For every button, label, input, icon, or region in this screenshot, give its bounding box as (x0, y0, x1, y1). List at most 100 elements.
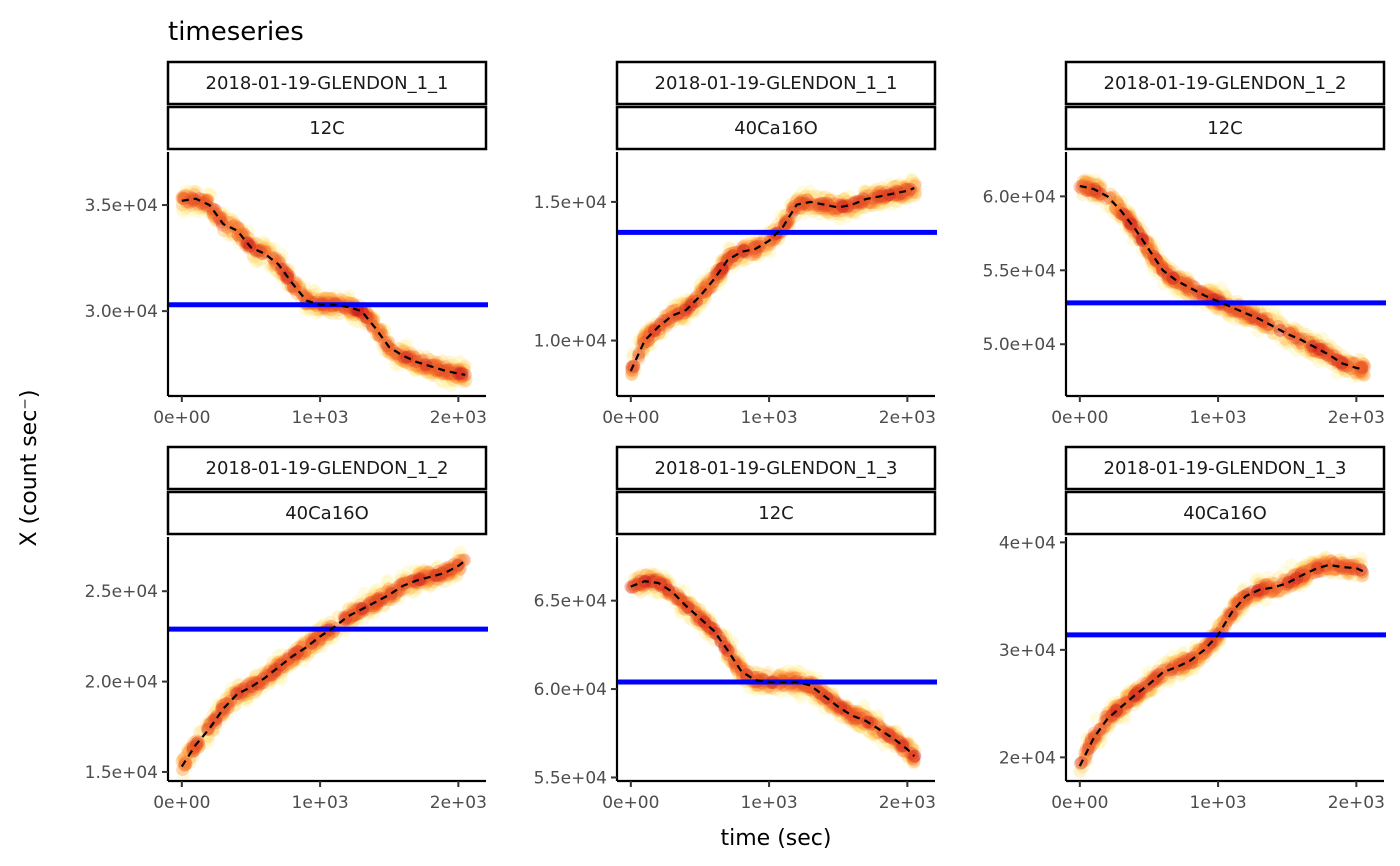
data-point (422, 566, 436, 580)
data-point (1267, 327, 1280, 341)
data-point (1079, 754, 1093, 768)
data-point (693, 607, 707, 620)
data-point (1136, 231, 1150, 245)
data-point (847, 704, 861, 718)
data-point (392, 592, 406, 606)
data-point (1318, 555, 1332, 569)
data-point (1127, 698, 1141, 712)
data-point (700, 278, 714, 291)
data-point (373, 323, 387, 337)
data-point (850, 719, 864, 732)
data-point (698, 626, 712, 640)
data-point (273, 265, 287, 279)
data-point (736, 254, 750, 268)
data-point (435, 354, 449, 368)
data-point (1181, 283, 1195, 297)
data-point (1111, 198, 1125, 212)
data-point (858, 716, 872, 730)
data-point (1332, 554, 1346, 568)
data-point (206, 707, 220, 721)
data-point (783, 199, 797, 213)
data-point (252, 678, 266, 692)
data-point (217, 224, 230, 237)
data-point (726, 260, 740, 274)
data-point (1094, 733, 1108, 747)
data-point (815, 683, 828, 697)
data-point (693, 613, 707, 627)
data-point (1290, 574, 1304, 588)
data-point (800, 193, 814, 207)
data-point (428, 361, 442, 375)
data-point (1200, 643, 1214, 657)
data-point (894, 186, 908, 200)
data-point (1357, 368, 1371, 382)
data-point (1217, 303, 1231, 317)
data-point (1133, 688, 1147, 702)
data-point (1321, 346, 1335, 360)
data-point (422, 565, 436, 579)
data-point (1094, 179, 1108, 192)
data-point (1185, 656, 1198, 670)
data-point (192, 192, 206, 206)
data-point (1181, 664, 1195, 678)
data-point (1179, 657, 1193, 671)
x-tick-label: 2e+03 (430, 793, 487, 813)
data-point (403, 357, 417, 371)
data-point (759, 243, 773, 257)
y-tick-label: 5.5e+04 (983, 261, 1056, 281)
data-point (433, 569, 447, 583)
data-point (1346, 369, 1360, 383)
data-point (811, 202, 825, 216)
data-point (1083, 174, 1096, 188)
data-point (645, 568, 659, 582)
data-point (1296, 564, 1310, 578)
data-point (442, 366, 456, 380)
data-point (1288, 567, 1302, 581)
data-point (774, 685, 788, 699)
data-point (796, 202, 810, 216)
data-point (299, 644, 313, 658)
data-point (798, 196, 812, 210)
data-point (272, 663, 286, 677)
data-point (237, 685, 251, 699)
data-point (673, 312, 687, 326)
x-tick-label: 2e+03 (879, 408, 936, 428)
data-point (1255, 317, 1269, 331)
data-point (662, 588, 676, 602)
data-point (822, 198, 835, 212)
data-point (905, 172, 919, 186)
data-point (270, 658, 284, 671)
data-point (442, 567, 456, 581)
data-point (852, 202, 866, 216)
data-point (1127, 693, 1141, 706)
data-point (837, 198, 851, 212)
data-point (343, 304, 357, 318)
data-point (638, 576, 652, 590)
data-point (1206, 644, 1220, 658)
y-tick-label: 1.5e+04 (534, 193, 607, 213)
data-point (1298, 560, 1312, 574)
data-point (1218, 286, 1232, 300)
data-point (901, 735, 915, 749)
data-point (1307, 557, 1321, 571)
data-point (454, 545, 468, 559)
data-point (1175, 289, 1189, 303)
data-point (1100, 199, 1114, 213)
data-point (398, 352, 412, 366)
data-point (1304, 332, 1318, 346)
data-point (176, 203, 190, 216)
data-point (741, 252, 755, 266)
data-point (644, 323, 658, 337)
data-point (414, 363, 428, 377)
facet-panel: 2018-01-19-GLENDON_1_140Ca16O1.0e+041.5e… (534, 60, 937, 428)
data-point (1349, 367, 1363, 380)
data-point (635, 579, 649, 593)
data-point (444, 379, 458, 393)
data-point (1157, 261, 1171, 275)
data-point (1187, 662, 1201, 676)
data-point (826, 197, 840, 211)
data-point (372, 593, 386, 607)
data-point (346, 609, 360, 623)
data-point (751, 237, 765, 251)
data-point (1263, 312, 1277, 326)
